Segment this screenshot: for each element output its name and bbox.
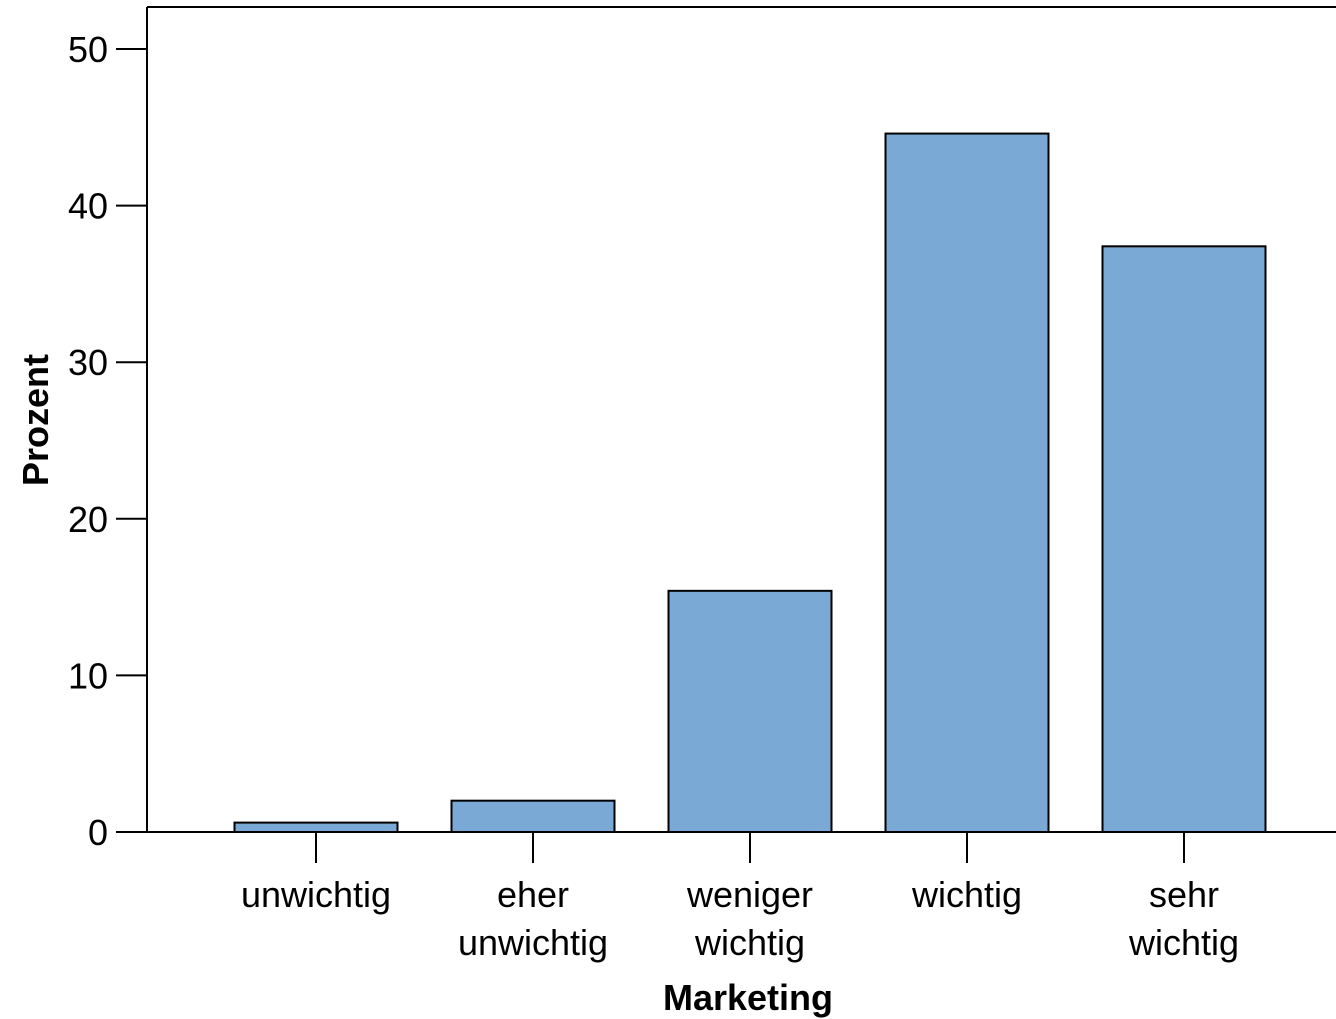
x-tick-label: wichtig: [911, 874, 1022, 915]
x-axis: unwichtig eher unwichtig weniger wichtig wich…: [241, 832, 1239, 963]
x-tick-label: sehr wichtig: [1128, 874, 1239, 963]
bar-wichtig: [884, 132, 1050, 833]
y-tick-label: 30: [68, 342, 108, 383]
bar-eher-unwichtig: [450, 799, 616, 833]
x-tick-label: unwichtig: [241, 874, 391, 915]
x-tick-label: weniger wichtig: [686, 874, 813, 963]
y-tick-label: 20: [68, 499, 108, 540]
x-axis-title: Marketing: [663, 977, 833, 1018]
y-axis-title: Prozent: [15, 354, 56, 486]
bar-unwichtig: [233, 821, 399, 834]
bars-group: [233, 132, 1267, 834]
y-tick-label: 0: [88, 812, 108, 853]
bar-sehr-wichtig: [1101, 245, 1267, 834]
y-tick-label: 50: [68, 29, 108, 70]
x-tick-label: eher unwichtig: [458, 874, 608, 963]
bar-weniger-wichtig: [667, 589, 833, 833]
y-axis: 0 10 20 30 40 50: [68, 29, 147, 853]
y-tick-label: 40: [68, 186, 108, 227]
y-tick-label: 10: [68, 655, 108, 696]
